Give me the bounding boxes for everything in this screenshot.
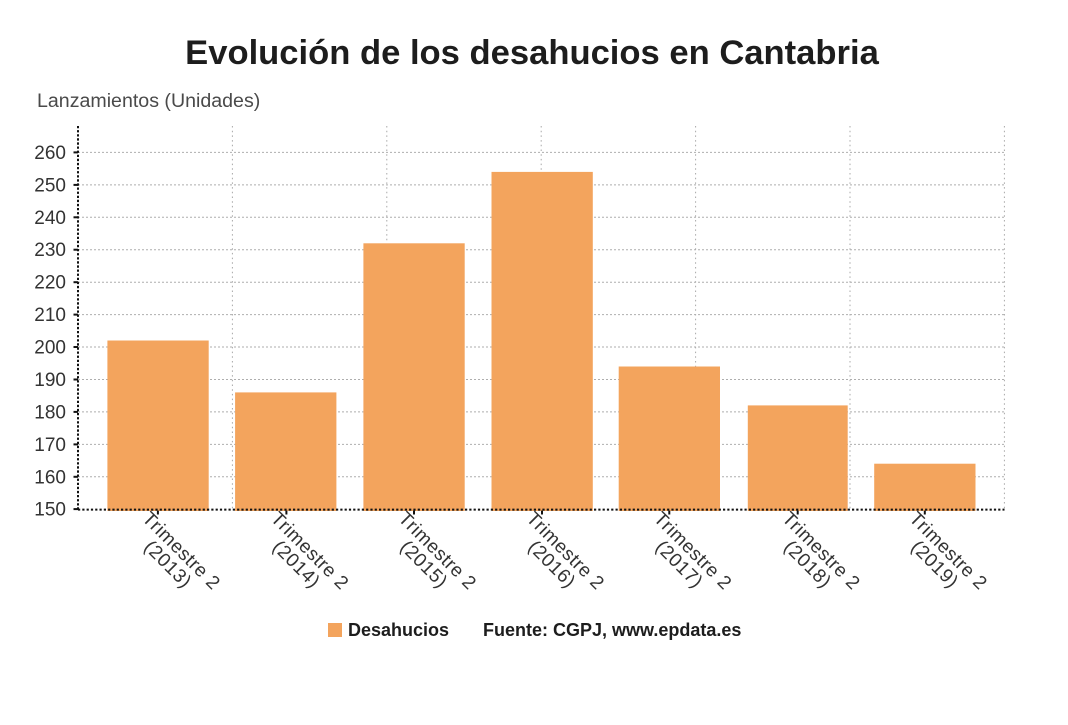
svg-text:180: 180: [34, 402, 66, 423]
svg-text:Desahucios: Desahucios: [348, 620, 449, 640]
svg-text:200: 200: [34, 338, 66, 359]
svg-text:160: 160: [34, 467, 66, 488]
svg-text:170: 170: [34, 435, 66, 456]
svg-text:250: 250: [34, 175, 66, 196]
svg-text:Fuente: CGPJ, www.epdata.es: Fuente: CGPJ, www.epdata.es: [483, 620, 741, 640]
svg-text:190: 190: [34, 370, 66, 391]
svg-text:150: 150: [34, 500, 66, 521]
svg-text:210: 210: [34, 305, 66, 326]
svg-text:Lanzamientos (Unidades): Lanzamientos (Unidades): [37, 90, 260, 112]
svg-text:Evolución de los desahucios en: Evolución de los desahucios en Cantabria: [185, 34, 879, 72]
svg-text:220: 220: [34, 273, 66, 294]
svg-text:230: 230: [34, 240, 66, 261]
svg-text:260: 260: [34, 143, 66, 164]
svg-text:240: 240: [34, 208, 66, 229]
